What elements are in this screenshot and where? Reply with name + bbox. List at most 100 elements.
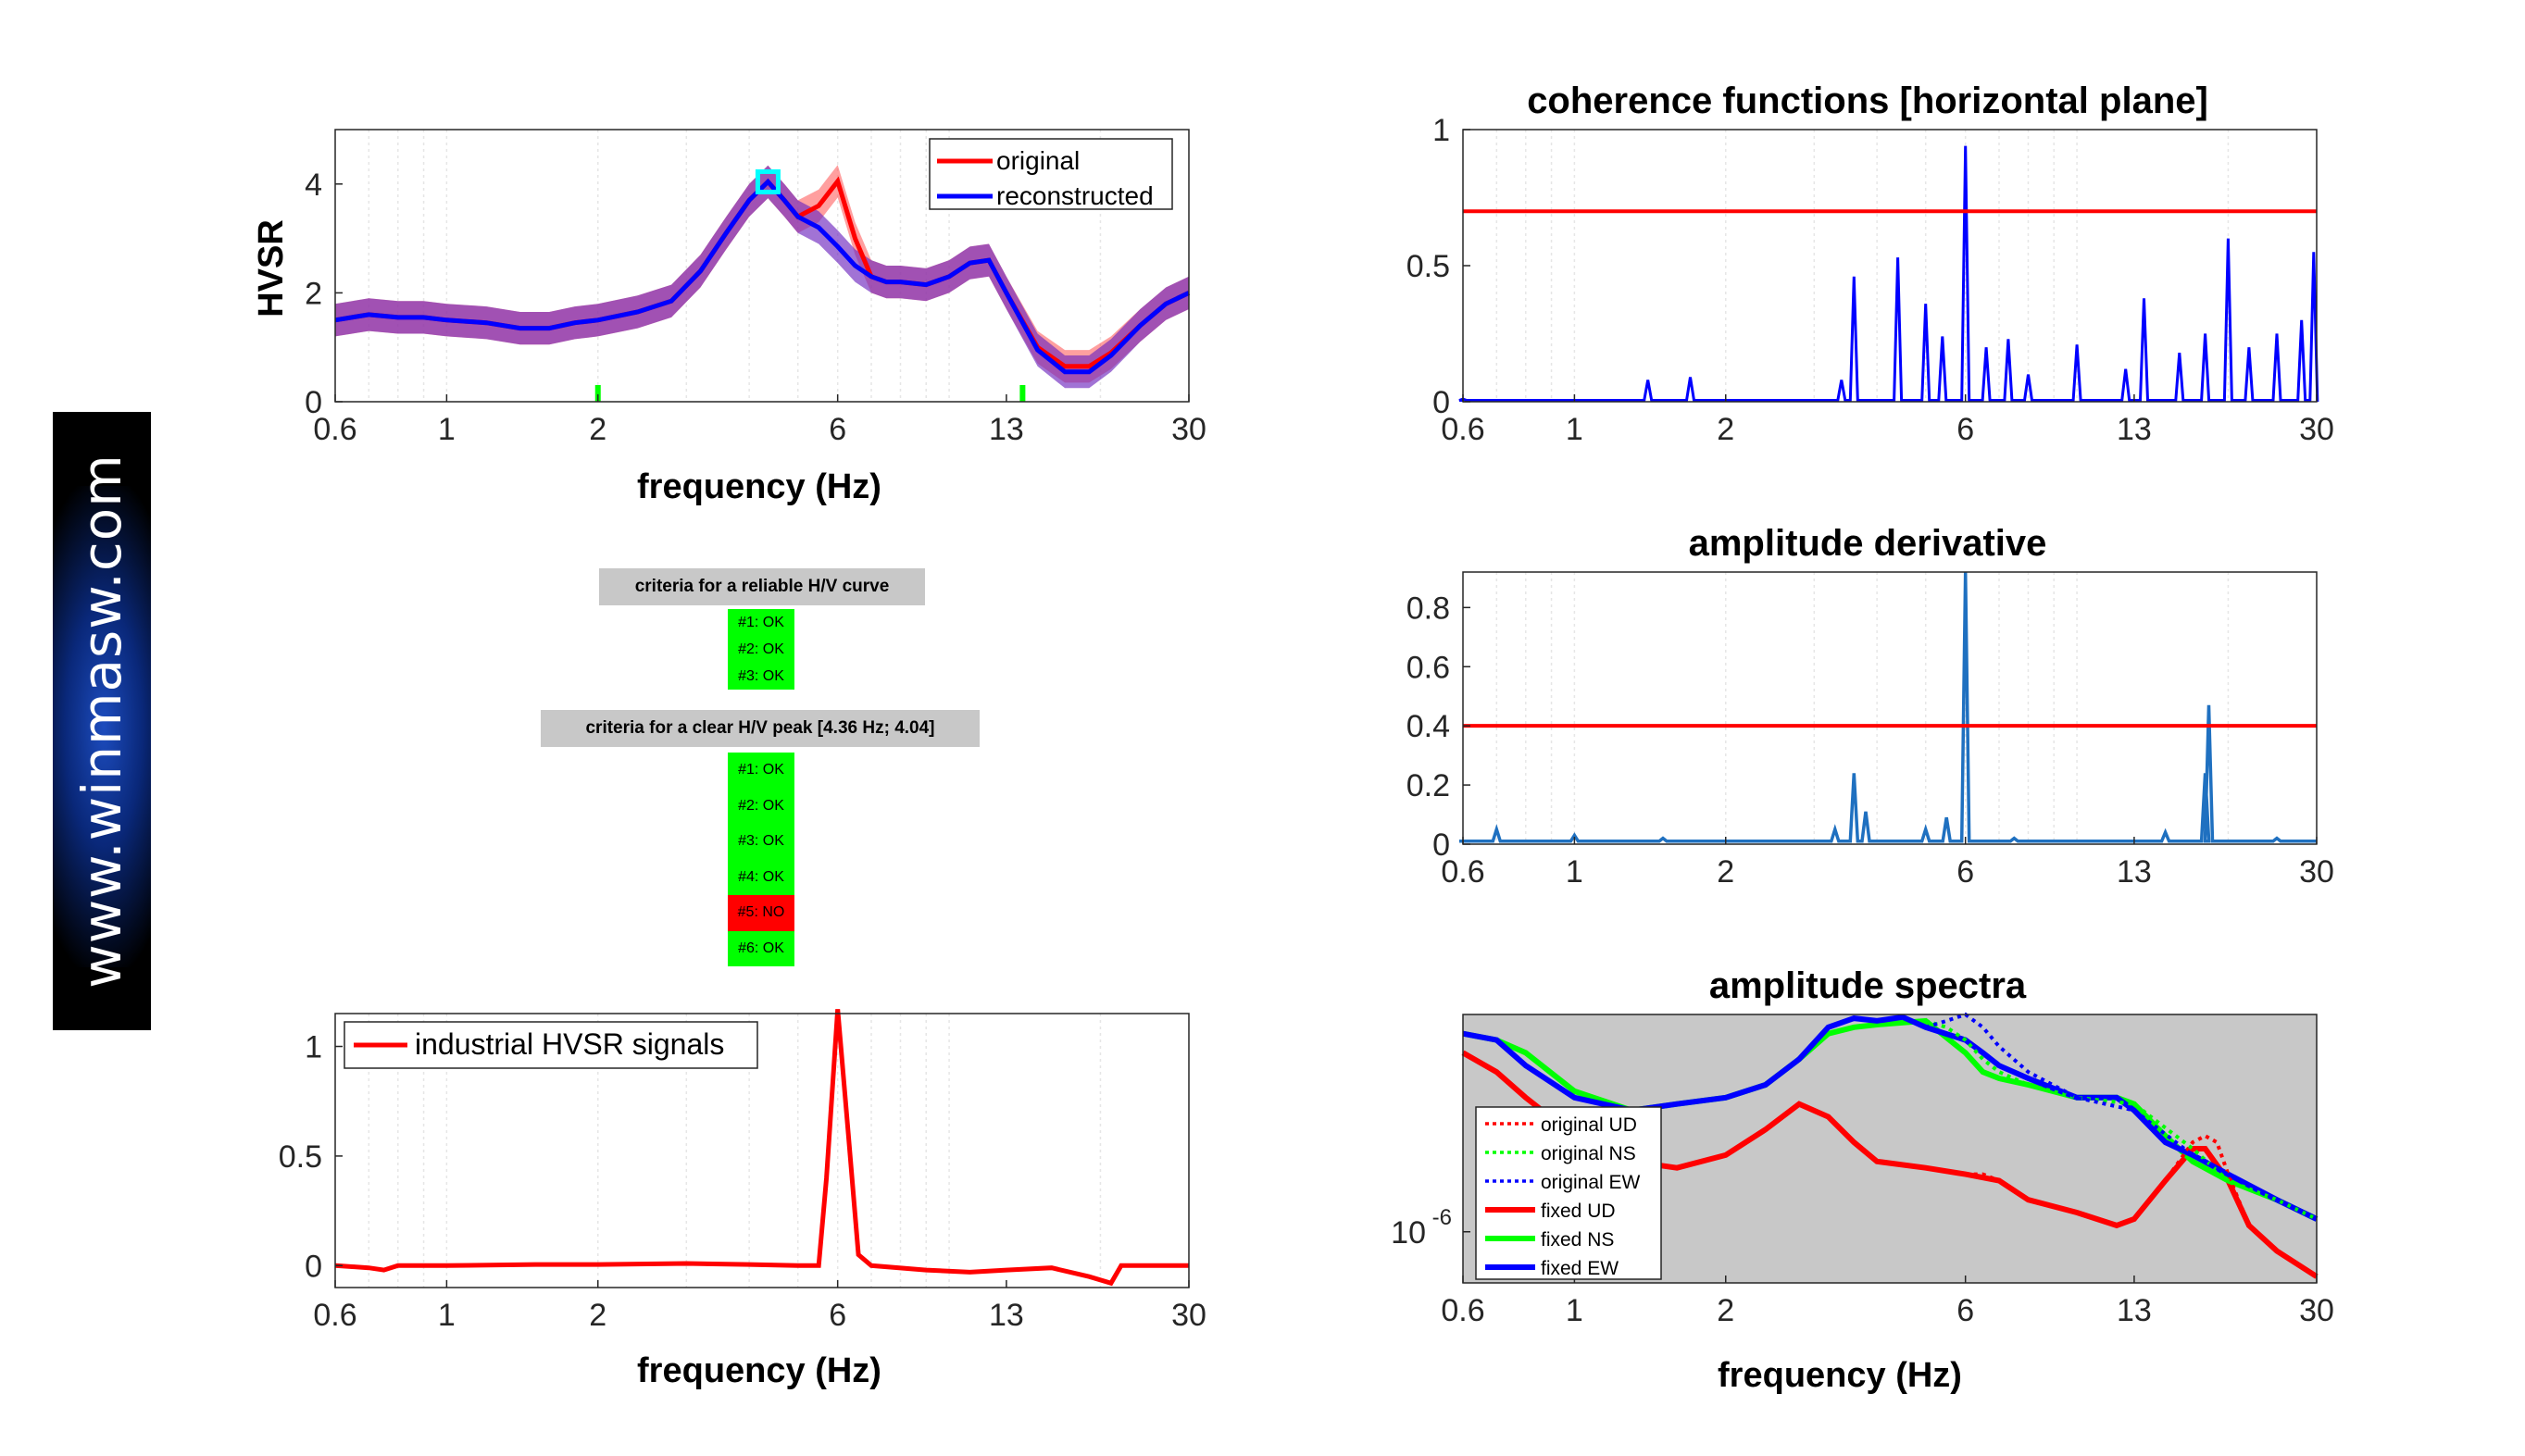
spectra-legend-label: original NS (1541, 1143, 1636, 1164)
derivative-ytick-label: 0.6 (1406, 650, 1450, 685)
derivative-ytick-label: 0.2 (1406, 768, 1450, 803)
original-ud-line (1965, 1133, 2319, 1278)
green-marker (1019, 385, 1026, 402)
criterion-2: #2: OK (728, 636, 794, 663)
coherence-xtick-label: 0.6 (1441, 412, 1484, 447)
spectra-panel: amplitude spectra frequency (Hz) 0.6 1 2 6 1… (1391, 965, 2334, 1395)
peak-criteria-title: criteria for a clear H/V peak [4.36 Hz; … (541, 710, 980, 747)
hvsr-xtick-label: 2 (589, 412, 606, 447)
derivative-xtick-label: 2 (1717, 854, 1734, 890)
coherence-xtick-label: 1 (1566, 412, 1583, 447)
coherence-ytick-label: 0.5 (1406, 249, 1450, 284)
criterion-2: #2: OK (728, 788, 794, 824)
industrial-line (334, 1009, 1189, 1287)
derivative-panel: amplitude derivative 0.6 1 2 6 13 30 0 0.2 0.4 0.… (1406, 523, 2334, 890)
derivative-xtick-label: 1 (1566, 854, 1583, 890)
derivative-title: amplitude derivative (1689, 523, 2047, 564)
hvsr-xtick-label: 0.6 (313, 412, 356, 447)
hvsr-xtick-label: 1 (438, 412, 456, 447)
hvsr-xtick-label: 6 (829, 412, 846, 447)
hvsr-ytick-label: 0 (305, 385, 322, 420)
hvsr-legend-label: reconstructed (996, 181, 1154, 210)
derivative-xtick-label: 30 (2299, 854, 2334, 890)
reconstructed-line (334, 178, 1191, 375)
spectra-xtick-label: 6 (1956, 1293, 1974, 1328)
spectra-xtick-label: 13 (2117, 1293, 2152, 1328)
industrial-ytick-label: 1 (305, 1030, 322, 1065)
criterion-4: #4: OK (728, 859, 794, 895)
reliable-criteria-title: criteria for a reliable H/V curve (599, 568, 925, 605)
coherence-xtick-label: 13 (2117, 412, 2152, 447)
derivative-ytick-label: 0.8 (1406, 591, 1450, 626)
brand-logo[interactable]: www.winmasw.com (53, 412, 151, 1030)
derivative-ytick-label: 0.4 (1406, 709, 1450, 744)
hvsr-xlabel: frequency (Hz) (637, 467, 881, 506)
coherence-line (1458, 145, 2319, 402)
hvsr-axes-box (334, 129, 1190, 403)
derivative-axes-box (1462, 571, 2318, 845)
spectra-xtick-label: 30 (2299, 1293, 2334, 1328)
spectra-legend-label: original EW (1541, 1172, 1641, 1193)
hvsr-ytick-label: 2 (305, 276, 322, 311)
industrial-ytick-label: 0 (305, 1249, 322, 1284)
derivative-xtick-label: 6 (1956, 854, 1974, 890)
coherence-title: coherence functions [horizontal plane] (1527, 81, 2208, 121)
reconstructed-band (335, 165, 1189, 389)
coherence-panel: coherence functions [horizontal plane] 0… (1406, 81, 2334, 447)
derivative-plot-area (1463, 572, 2317, 844)
coherence-xtick-label: 2 (1717, 412, 1734, 447)
hvsr-ytick-label: 4 (305, 168, 322, 203)
spectra-xtick-label: 0.6 (1441, 1293, 1484, 1328)
industrial-xtick-label: 1 (438, 1298, 456, 1333)
hvsr-xtick-label: 30 (1171, 412, 1206, 447)
industrial-legend-box (344, 1021, 758, 1069)
spectra-legend-label: original UD (1541, 1114, 1637, 1136)
criterion-3: #3: OK (728, 824, 794, 860)
criterion-5: #5: NO (728, 895, 794, 931)
hvsr-ylabel: HVSR (252, 219, 291, 317)
industrial-xtick-label: 0.6 (313, 1298, 356, 1333)
industrial-legend-label: industrial HVSR signals (415, 1027, 724, 1061)
coherence-xtick-label: 30 (2299, 412, 2334, 447)
industrial-axes-box (334, 1013, 1190, 1288)
industrial-panel: frequency (Hz) 0.6 1 2 6 13 30 0 0.5 1 industrial… (279, 1009, 1206, 1390)
original-ns-line (1925, 1018, 2318, 1221)
spectra-legend-box (1475, 1106, 1662, 1280)
coherence-ytick-label: 1 (1432, 113, 1450, 148)
criterion-3: #3: OK (728, 663, 794, 690)
derivative-ytick-label: 0 (1432, 828, 1450, 863)
industrial-xtick-label: 6 (829, 1298, 846, 1333)
derivative-line (1459, 571, 2317, 843)
industrial-xtick-label: 30 (1171, 1298, 1206, 1333)
spectra-xtick-label: 2 (1717, 1293, 1734, 1328)
criterion-1: #1: OK (728, 609, 794, 636)
coherence-ytick-label: 0 (1432, 385, 1450, 420)
spectra-ytick-base: 10 (1391, 1215, 1426, 1251)
industrial-xtick-label: 13 (989, 1298, 1024, 1333)
coherence-plot-area (1463, 130, 2317, 402)
spectra-title: amplitude spectra (1709, 965, 2027, 1006)
criterion-6: #6: OK (728, 930, 794, 966)
criterion-1: #1: OK (728, 753, 794, 789)
peak-marker (755, 168, 781, 194)
spectra-legend-label: fixed UD (1541, 1201, 1616, 1222)
spectra-axes-box (1462, 1014, 2318, 1284)
hvsr-xtick-label: 13 (989, 412, 1024, 447)
coherence-xtick-label: 6 (1956, 412, 1974, 447)
spectra-legend-label: fixed EW (1541, 1258, 1619, 1279)
hvsr-panel: HVSR frequency (Hz) 0.6 1 2 6 13 30 0 2 4 origina… (252, 129, 1206, 506)
industrial-xtick-label: 2 (589, 1298, 606, 1333)
spectra-xlabel: frequency (Hz) (1718, 1356, 1962, 1395)
industrial-xlabel: frequency (Hz) (637, 1351, 881, 1390)
green-marker (594, 385, 601, 402)
hvsr-legend-label: original (996, 146, 1080, 175)
derivative-xtick-label: 13 (2117, 854, 2152, 890)
hvsr-legend-box (929, 138, 1173, 210)
logo-glow (53, 486, 151, 967)
spectra-xtick-label: 1 (1566, 1293, 1583, 1328)
spectra-ytick-exp: -6 (1432, 1205, 1452, 1230)
derivative-xtick-label: 0.6 (1441, 854, 1484, 890)
industrial-ytick-label: 0.5 (279, 1139, 322, 1175)
spectra-legend-label: fixed NS (1541, 1229, 1614, 1251)
